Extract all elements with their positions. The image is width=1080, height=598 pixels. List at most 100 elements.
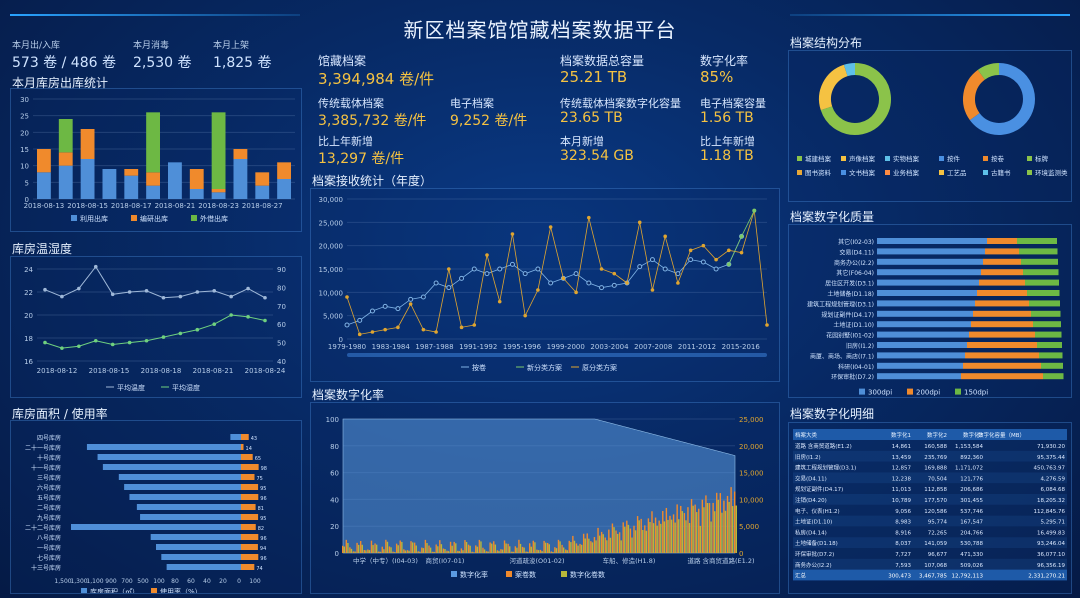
usage-bar xyxy=(241,534,259,540)
y-tick-label: 5 xyxy=(25,179,29,187)
y-tick-label: 0 xyxy=(339,336,343,344)
category-label: 五号库房 xyxy=(37,494,61,502)
series-point xyxy=(195,290,200,294)
stat-label-yoy: 比上年新增 xyxy=(318,135,373,148)
category-label: 七号库房 xyxy=(37,554,61,562)
category-label: 二十一号库房 xyxy=(25,444,61,452)
volume-bar xyxy=(453,541,455,553)
x-tick-label: 2018-08-15 xyxy=(89,367,130,375)
stat-label-digcap: 传统载体档案数字化容量 xyxy=(560,97,681,110)
legend-label: 原分类方案 xyxy=(582,363,617,372)
y-tick-label: 15,000 xyxy=(319,266,344,274)
digit-bar xyxy=(397,545,399,553)
volume-bar xyxy=(593,537,596,553)
series-point xyxy=(548,280,554,286)
digit-bar xyxy=(527,551,529,553)
usage-value: 75 xyxy=(257,476,263,482)
digit-bar xyxy=(609,537,612,553)
table-cell: 8,983 xyxy=(895,520,911,526)
volume-bar xyxy=(431,551,434,553)
bar-150dpi xyxy=(1017,238,1057,244)
bar-200dpi xyxy=(961,373,1043,380)
volume-bar xyxy=(471,551,473,553)
bar-150dpi xyxy=(1021,258,1058,265)
table-cell: 道路 含商贸道路(E1.2) xyxy=(795,442,852,450)
digit-bar xyxy=(494,544,497,553)
x-tick-label: 500 xyxy=(137,578,149,585)
volume-bar xyxy=(550,551,552,553)
series-point xyxy=(127,290,132,294)
bar-150dpi xyxy=(1037,342,1062,348)
volume-bar xyxy=(482,547,484,553)
category-label: 商务办公(I2.2) xyxy=(834,259,874,267)
legend-label: 工艺品 xyxy=(947,169,967,177)
digit-bar xyxy=(476,546,479,553)
series-point xyxy=(93,264,98,269)
x-tick-label: 2018-08-18 xyxy=(141,367,182,375)
legend-label: 城建档案 xyxy=(805,154,832,163)
volume-bar xyxy=(457,550,459,553)
volume-bar xyxy=(525,551,527,553)
series-point xyxy=(700,259,706,265)
bar-200dpi xyxy=(983,258,1021,265)
bar-300dpi xyxy=(877,362,963,369)
legend-label: 新分类方案 xyxy=(527,363,562,372)
area-bar xyxy=(124,484,241,490)
digit-bar xyxy=(429,547,432,553)
area-bar xyxy=(97,454,241,460)
table-cell: 235,769 xyxy=(924,455,947,461)
table-cell: 107,068 xyxy=(924,563,947,569)
legend-label: 200dpi xyxy=(916,389,940,397)
series-point xyxy=(446,285,452,291)
volume-bar xyxy=(629,528,632,553)
legend-label: 使用率（%） xyxy=(160,587,202,593)
series-point xyxy=(471,266,477,272)
x-tick-label: 商贸(I07-01) xyxy=(426,556,465,565)
x-tick-label: 100 xyxy=(153,578,165,585)
volume-bar xyxy=(608,529,610,553)
y-tick-label: 20 xyxy=(20,129,29,137)
digit-bar xyxy=(638,520,640,553)
legend-swatch xyxy=(885,170,890,175)
series-point xyxy=(472,323,477,327)
panel-title-temp: 库房温湿度 xyxy=(12,242,73,256)
volume-bar xyxy=(532,540,535,553)
table-row xyxy=(793,548,1067,559)
volume-bar xyxy=(511,551,513,553)
series-point xyxy=(676,281,680,285)
category-label: 旧房(I1.2) xyxy=(846,342,874,350)
digit-bar xyxy=(357,544,360,553)
stat-value-capacity: 25.21 TB xyxy=(560,68,628,86)
y-right-label: 0 xyxy=(739,550,743,558)
series-point xyxy=(536,288,540,292)
table-row xyxy=(793,472,1067,484)
table-cell: 4,276.59 xyxy=(1041,476,1066,482)
legend-label: 外借出库 xyxy=(200,214,228,223)
volume-bar xyxy=(507,543,509,553)
volume-bar xyxy=(345,539,347,553)
usage-bar xyxy=(241,474,255,480)
table-row xyxy=(793,537,1067,548)
digit-bar xyxy=(595,540,597,553)
category-label: 九号库房 xyxy=(37,514,61,522)
bar-segment xyxy=(37,172,51,199)
digit-bar xyxy=(620,540,622,553)
legend-swatch xyxy=(131,215,137,221)
bar-segment xyxy=(211,192,226,199)
volume-bar xyxy=(633,525,635,553)
category-label: 十一号库房 xyxy=(31,464,61,472)
series-point xyxy=(357,332,362,337)
legend-swatch xyxy=(1027,170,1032,175)
series-point xyxy=(599,267,604,271)
volume-bar xyxy=(356,542,358,553)
volume-bar xyxy=(698,508,700,553)
y-right-label: 70 xyxy=(277,303,286,311)
stat-value-shelve: 1,825 卷 xyxy=(213,55,272,71)
series-point xyxy=(195,327,200,332)
series-point xyxy=(127,340,132,345)
table-cell: 8,037 xyxy=(895,541,911,547)
volume-bar xyxy=(575,543,578,553)
digit-bar xyxy=(509,546,511,553)
digit-bar xyxy=(724,510,727,553)
table-cell: 旧房(I1.2) xyxy=(795,453,821,461)
